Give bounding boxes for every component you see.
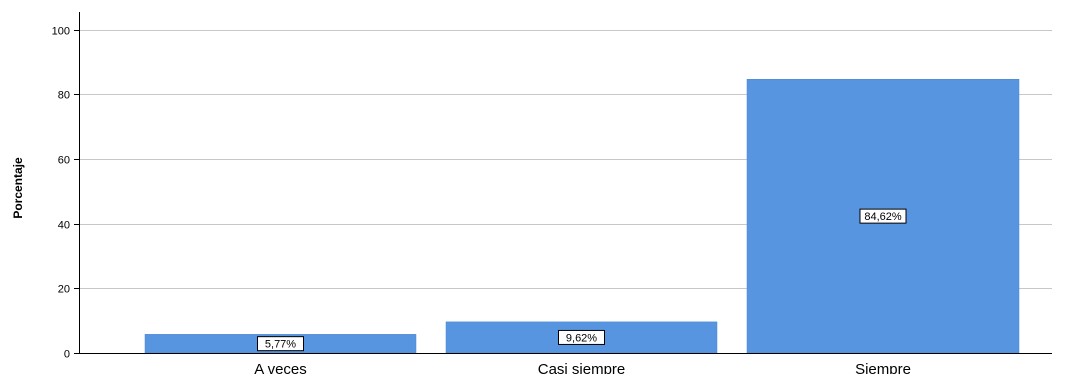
y-tick-label: 60 <box>58 155 70 167</box>
x-tick-label: Siempre <box>855 361 911 374</box>
data-label-box <box>859 208 907 224</box>
data-label-text: 84,62% <box>864 211 902 223</box>
data-label: 84,62% <box>859 208 907 224</box>
data-labels: 5,77% 9,62% 84,62% <box>257 208 907 352</box>
y-tick-label: 40 <box>58 220 70 232</box>
x-tick-label: Casi siempre <box>538 361 626 374</box>
y-axis-title: Porcentaje <box>11 157 25 219</box>
axes <box>79 12 1052 354</box>
y-tick-label: 20 <box>58 284 70 296</box>
data-label: 9,62% <box>558 329 605 345</box>
data-label-text: 9,62% <box>566 332 597 344</box>
data-label-box <box>257 336 304 352</box>
data-label-text: 5,77% <box>265 339 296 351</box>
y-tick-labels: 0 20 40 60 80 100 <box>52 26 70 361</box>
data-label: 5,77% <box>257 336 304 352</box>
x-tick-labels: A veces Casi siempre Siempre <box>254 361 911 378</box>
y-tick-label: 80 <box>58 90 70 102</box>
x-tick-label: A veces <box>254 361 307 374</box>
y-tick-label: 100 <box>52 26 70 38</box>
data-label-box <box>558 329 605 345</box>
y-tick-label: 0 <box>64 349 70 361</box>
